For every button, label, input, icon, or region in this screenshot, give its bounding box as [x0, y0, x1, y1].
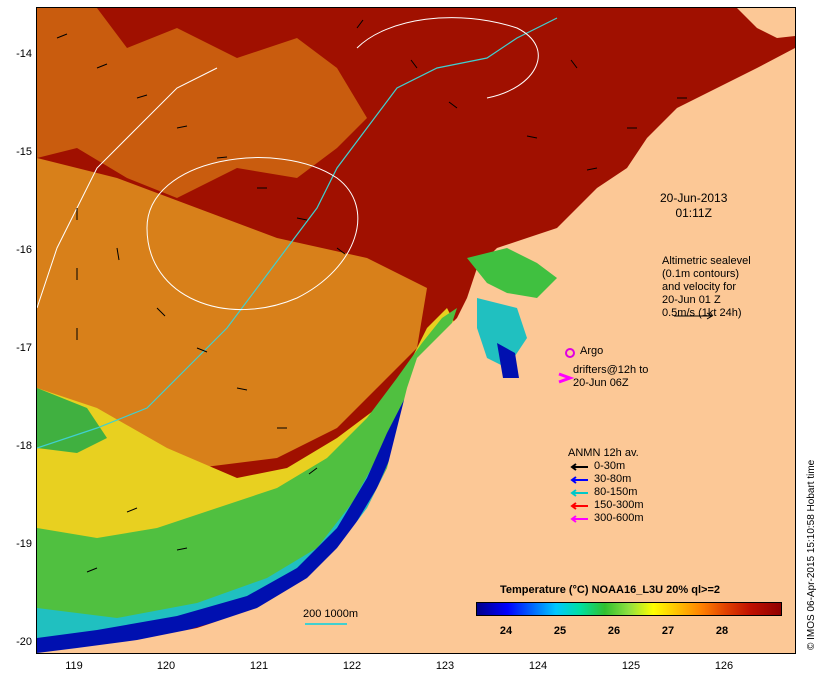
scale-arrow: [674, 312, 713, 320]
anmn-label: 30-80m: [594, 473, 632, 485]
altimetry-line: and velocity for: [662, 281, 736, 293]
map-time: 01:11Z: [675, 206, 712, 220]
altimetry-line: 0.5m/s (1kt 24h): [662, 307, 742, 319]
sst-map[interactable]: [36, 7, 796, 654]
anmn-label: 300-600m: [594, 512, 644, 524]
argo-label: Argo: [580, 345, 604, 357]
altimetry-line: (0.1m contours): [662, 268, 740, 280]
anmn-row: 0-30m: [568, 460, 644, 473]
lat-tick-label: -16: [16, 244, 32, 256]
lon-tick-label: 122: [342, 660, 362, 672]
anmn-row: 300-600m: [568, 512, 644, 525]
credit-text: © IMOS 06-Apr-2015 15:10:58 Hobart time: [806, 459, 817, 650]
colorbar-tick: 28: [715, 625, 729, 637]
colorbar-tick: 24: [499, 625, 513, 637]
anmn-title: ANMN 12h av.: [568, 447, 639, 459]
lat-tick-label: -19: [16, 538, 32, 550]
anmn-row: 80-150m: [568, 486, 644, 499]
depth-contour-label: 200 1000m: [303, 608, 359, 620]
drifter-line: drifters@12h to: [573, 364, 649, 376]
depth-contour: [37, 17, 558, 449]
lon-tick-label: 120: [156, 660, 176, 672]
lat-tick-label: -20: [16, 636, 32, 648]
colorbar: [476, 602, 782, 616]
date-time-block: 20-Jun-2013 01:11Z: [660, 191, 727, 221]
argo-marker: [565, 348, 575, 358]
depth-contour-swatch: [305, 623, 347, 625]
lat-tick-label: -18: [16, 440, 32, 452]
lon-tick-label: 124: [528, 660, 548, 672]
arrow-icon: [570, 501, 588, 510]
anmn-row: 30-80m: [568, 473, 644, 486]
lat-tick-label: -15: [16, 146, 32, 158]
drifter-line: 20-Jun 06Z: [573, 377, 629, 389]
drifter-marker: [558, 372, 575, 384]
drifter-legend: drifters@12h to 20-Jun 06Z: [573, 364, 648, 390]
arrow-icon: [570, 514, 588, 523]
arrow-icon: [570, 475, 588, 484]
anmn-row: 150-300m: [568, 499, 644, 512]
altimetry-line: 20-Jun 01 Z: [662, 294, 721, 306]
sealevel-contour: [37, 67, 218, 309]
altimetry-legend: Altimetric sealevel (0.1m contours) and …: [662, 255, 751, 320]
arrow-icon: [570, 488, 588, 497]
orange-water-layer: [37, 8, 367, 198]
lon-tick-label: 123: [435, 660, 455, 672]
anmn-label: 150-300m: [594, 499, 644, 511]
colorbar-tick: 27: [661, 625, 675, 637]
velocity-arrows: [56, 19, 687, 573]
lon-tick-label: 121: [249, 660, 269, 672]
colorbar-tick: 25: [553, 625, 567, 637]
colorbar-title: Temperature (°C) NOAA16_L3U 20% ql>=2: [500, 584, 720, 596]
arrow-icon: [570, 462, 588, 471]
lon-tick-label: 126: [714, 660, 734, 672]
map-layers: [37, 8, 795, 653]
lon-tick-label: 125: [621, 660, 641, 672]
lat-tick-label: -17: [16, 342, 32, 354]
lat-tick-label: -14: [16, 48, 32, 60]
map-date: 20-Jun-2013: [660, 191, 728, 205]
anmn-legend: ANMN 12h av. 0-30m 30-80m 80-150m 150-30…: [568, 447, 644, 525]
anmn-label: 80-150m: [594, 486, 638, 498]
anmn-label: 0-30m: [594, 460, 626, 472]
cyan-water-layer: [37, 388, 412, 653]
green-water-layer: [37, 308, 457, 648]
altimetry-line: Altimetric sealevel: [662, 255, 751, 267]
lon-tick-label: 119: [65, 660, 83, 672]
land-area: [37, 48, 795, 653]
colorbar-tick: 26: [607, 625, 621, 637]
